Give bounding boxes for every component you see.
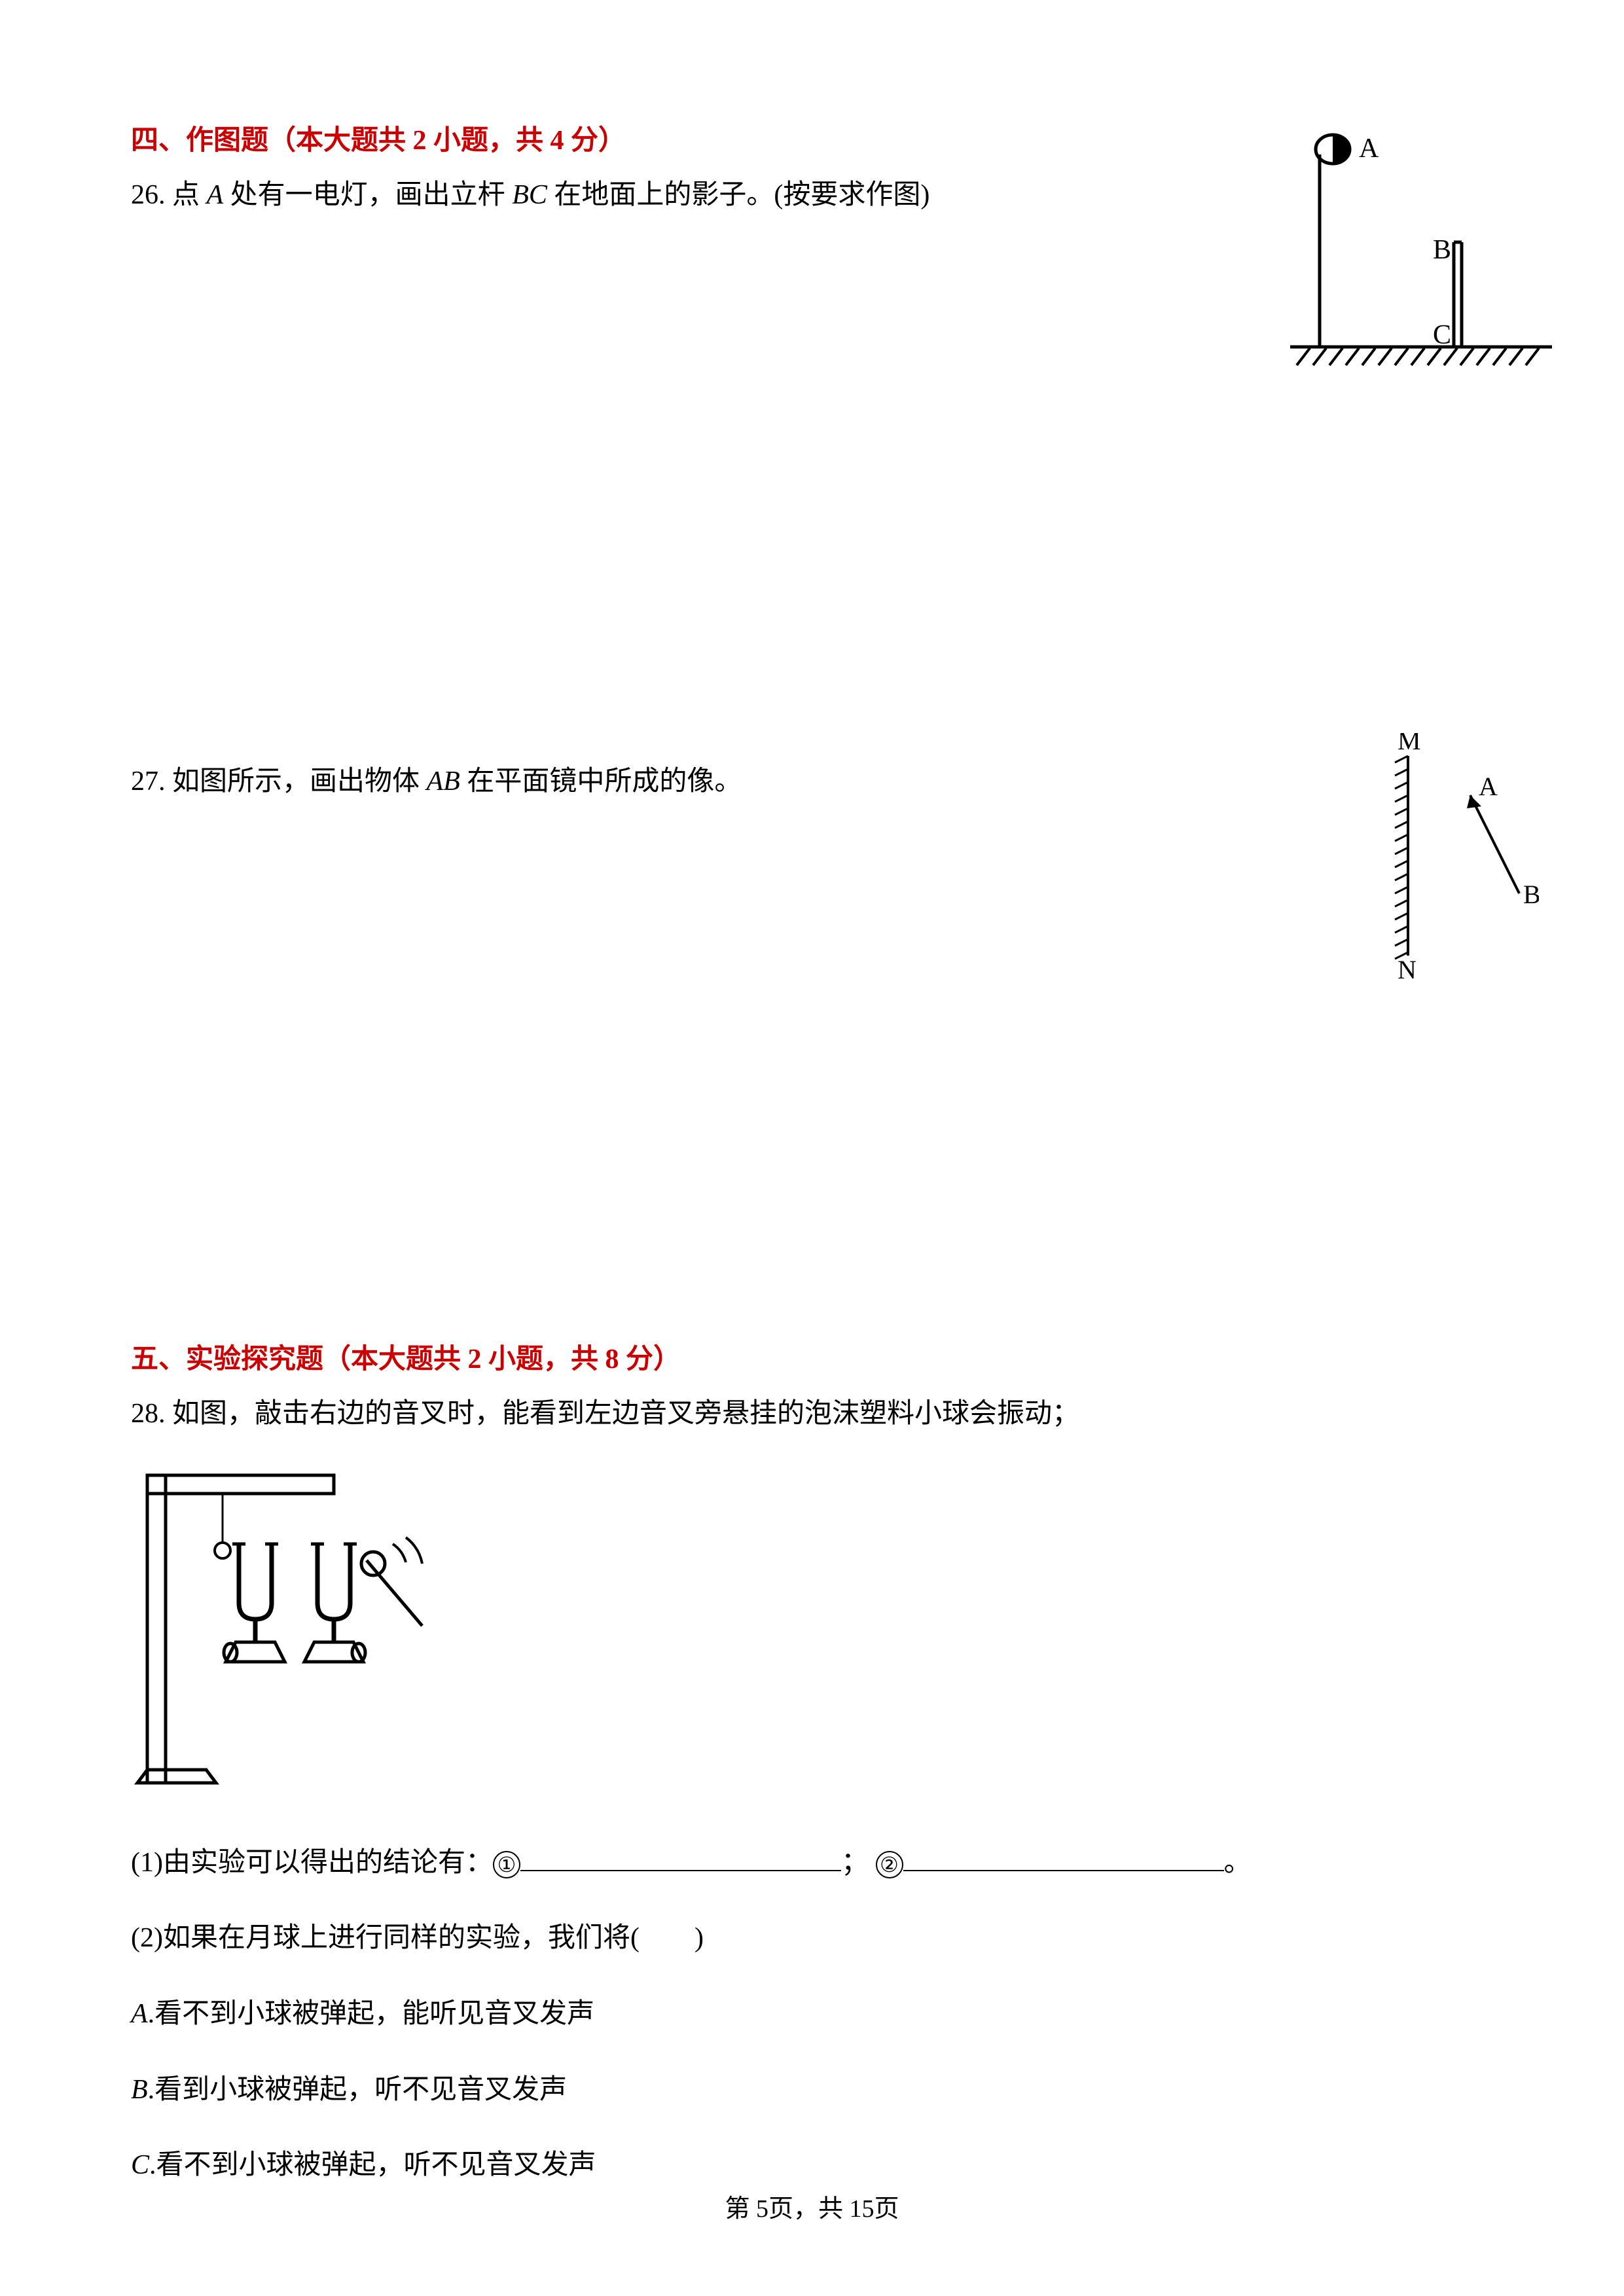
opt-a-letter: A: [131, 1999, 148, 2029]
question-28: 28. 如图，敲击右边的音叉时，能看到左边音叉旁悬挂的泡沫塑料小球会振动；: [131, 1390, 1493, 1439]
q26-text-1: 点: [172, 180, 207, 210]
q27-text-2: 在平面镜中所成的像。: [460, 766, 742, 797]
figure-26: A B C: [1290, 131, 1552, 380]
q26-var-bc: BC: [512, 180, 547, 210]
section-5-header: 五、实验探究题（本大题共 2 小题，共 8 分）: [131, 1336, 1493, 1376]
q28-period: 。: [1224, 1848, 1252, 1878]
q28-number: 28.: [131, 1399, 166, 1429]
fig27-label-n: N: [1398, 955, 1416, 982]
q28-sub2: (2)如果在月球上进行同样的实验，我们将( ): [131, 1914, 1493, 1964]
q27-number: 27.: [131, 766, 166, 797]
spacer-1: [131, 240, 1493, 757]
q27-text-1: 如图所示，画出物体: [172, 766, 427, 797]
q28-option-c: C.看不到小球被弹起，听不见音叉发声: [131, 2141, 1493, 2191]
figure-28: [131, 1459, 471, 1799]
fig27-label-m: M: [1398, 733, 1421, 755]
q26-number: 26.: [131, 180, 166, 210]
q28-sub1: (1)由实验可以得出的结论有：① ； ② 。: [131, 1839, 1493, 1888]
spacer-2: [131, 826, 1493, 1336]
fig27-label-b: B: [1523, 880, 1539, 909]
question-27: 27. 如图所示，画出物体 AB 在平面镜中所成的像。: [131, 757, 1493, 807]
q28-semicolon: ；: [841, 1848, 869, 1878]
q28-sub1-prefix: (1)由实验可以得出的结论有：: [131, 1848, 493, 1878]
circled-1: ①: [493, 1851, 520, 1878]
page-footer: 第 5页，共 15页: [0, 2188, 1624, 2224]
circled-2: ②: [876, 1851, 903, 1878]
question-26: 26. 点 A 处有一电灯，画出立杆 BC 在地面上的影子。(按要求作图): [131, 171, 1493, 221]
fig26-label-b: B: [1433, 235, 1451, 265]
figure-27: M N A B: [1369, 733, 1539, 982]
blank-2: [903, 1848, 1224, 1871]
opt-c-letter: C: [131, 2150, 149, 2180]
q28-option-a: A.看不到小球被弹起，能听见音叉发声: [131, 1990, 1493, 2039]
fig26-label-a: A: [1359, 134, 1379, 164]
opt-b-letter: B: [131, 2075, 148, 2105]
opt-a-text: .看不到小球被弹起，能听见音叉发声: [148, 1999, 595, 2029]
fig27-label-a: A: [1479, 772, 1498, 801]
q27-var-ab: AB: [427, 766, 460, 797]
opt-b-text: .看到小球被弹起，听不见音叉发声: [148, 2075, 568, 2105]
q28-text: 如图，敲击右边的音叉时，能看到左边音叉旁悬挂的泡沫塑料小球会振动；: [172, 1399, 1079, 1429]
blank-1: [520, 1848, 841, 1871]
q26-var-a: A: [207, 180, 224, 210]
q28-option-b: B.看到小球被弹起，听不见音叉发声: [131, 2066, 1493, 2115]
opt-c-text: .看不到小球被弹起，听不见音叉发声: [149, 2150, 596, 2180]
q26-text-2: 处有一电灯，画出立杆: [223, 180, 512, 210]
section-4-header: 四、作图题（本大题共 2 小题，共 4 分）: [131, 118, 1493, 158]
q26-text-3: 在地面上的影子。(按要求作图): [547, 180, 929, 210]
